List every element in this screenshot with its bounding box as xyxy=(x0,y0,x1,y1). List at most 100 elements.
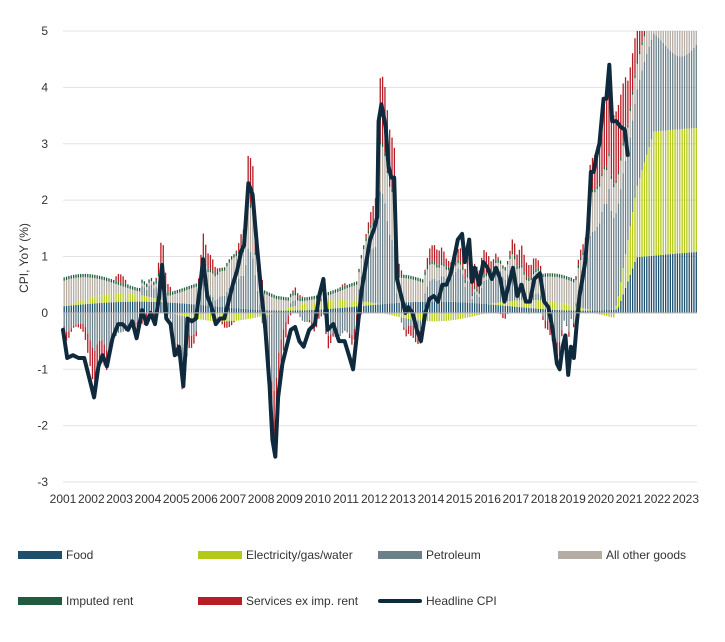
bar-segment xyxy=(155,283,157,288)
bar-segment xyxy=(438,267,440,280)
bar-segment xyxy=(532,300,535,309)
bar-segment xyxy=(80,277,82,301)
bar-segment xyxy=(247,248,249,310)
bar-segment xyxy=(393,246,396,304)
legend-label-headline: Headline CPI xyxy=(426,594,497,608)
bar-segment xyxy=(620,189,622,283)
bar-segment xyxy=(481,303,483,313)
bar-segment xyxy=(223,267,226,271)
bar-segment xyxy=(570,277,572,282)
bar-segment xyxy=(153,297,155,302)
bar-segment xyxy=(455,265,457,272)
legend-label-petroleum: Petroleum xyxy=(426,548,481,562)
bar-segment xyxy=(426,269,429,287)
bar-segment xyxy=(391,137,393,189)
y-tick-label: -1 xyxy=(37,362,48,376)
bar-segment xyxy=(431,263,433,280)
bar-segment xyxy=(681,31,683,57)
bar-segment xyxy=(209,268,212,273)
bar-segment xyxy=(464,302,466,313)
bar-segment xyxy=(271,297,273,311)
bar-segment xyxy=(249,312,252,319)
bar-segment xyxy=(327,308,329,313)
bar-segment xyxy=(620,300,622,313)
bar-segment xyxy=(504,301,506,306)
bar-segment xyxy=(120,293,122,302)
bar-segment xyxy=(483,280,485,304)
bar-segment xyxy=(516,265,518,270)
bar-segment xyxy=(105,312,108,351)
bar-segment xyxy=(459,312,462,319)
bar-segment xyxy=(153,285,155,289)
bar-segment xyxy=(502,265,504,269)
bar-segment xyxy=(615,213,617,306)
x-tick-label: 2002 xyxy=(78,492,105,506)
bar-segment xyxy=(190,288,193,305)
bar-segment xyxy=(131,294,134,302)
bar-segment xyxy=(162,245,164,266)
bar-segment xyxy=(72,312,75,326)
bar-segment xyxy=(606,312,608,317)
bar-segment xyxy=(268,310,271,313)
bar-segment xyxy=(631,212,634,269)
bar-segment xyxy=(84,299,87,305)
bar-segment xyxy=(230,307,233,313)
bar-segment xyxy=(233,257,235,283)
bar-segment xyxy=(669,50,671,131)
bar-segment xyxy=(551,276,554,302)
bar-segment xyxy=(344,283,346,286)
bar-segment xyxy=(308,300,311,303)
bar-segment xyxy=(603,166,605,170)
bar-segment xyxy=(490,261,492,272)
bar-segment xyxy=(497,259,499,263)
bar-segment xyxy=(631,91,634,95)
bar-segment xyxy=(65,305,68,313)
bar-segment xyxy=(297,300,299,305)
bar-segment xyxy=(341,312,344,334)
bar-segment xyxy=(653,255,655,313)
bar-segment xyxy=(195,318,197,332)
bar-segment xyxy=(122,283,124,287)
bar-segment xyxy=(301,300,304,305)
bar-segment xyxy=(150,297,153,302)
bar-segment xyxy=(573,310,575,313)
bar-segment xyxy=(400,302,403,313)
bar-segment xyxy=(150,284,153,298)
bar-segment xyxy=(169,286,171,293)
bar-segment xyxy=(447,266,450,271)
bar-segment xyxy=(417,301,419,313)
bar-segment xyxy=(113,279,115,284)
bar-segment xyxy=(695,44,697,129)
bar-segment xyxy=(627,281,629,313)
bar-segment xyxy=(679,129,681,254)
bar-segment xyxy=(172,302,174,313)
bar-segment xyxy=(94,296,96,304)
bar-segment xyxy=(634,78,636,104)
bar-segment xyxy=(103,276,105,281)
bar-segment xyxy=(634,197,636,262)
bar-segment xyxy=(466,277,469,281)
bar-segment xyxy=(353,282,355,286)
bar-segment xyxy=(363,245,365,246)
bar-segment xyxy=(157,276,160,281)
bar-segment xyxy=(412,279,414,303)
bar-segment xyxy=(648,256,650,313)
bar-segment xyxy=(613,309,615,313)
bar-segment xyxy=(363,249,365,269)
bar-segment xyxy=(594,192,596,231)
bar-segment xyxy=(483,303,485,313)
bar-segment xyxy=(275,312,278,378)
bar-segment xyxy=(252,312,254,319)
bar-segment xyxy=(148,279,150,283)
bar-segment xyxy=(252,166,254,212)
bar-segment xyxy=(695,128,697,253)
bar-segment xyxy=(657,131,660,256)
bar-segment xyxy=(169,302,171,313)
bar-segment xyxy=(70,303,72,306)
legend-item-other-goods: All other goods xyxy=(558,548,686,562)
bar-segment xyxy=(405,312,407,319)
bar-segment xyxy=(143,281,146,285)
bar-segment xyxy=(348,287,351,301)
bar-segment xyxy=(400,270,403,275)
bar-segment xyxy=(219,271,221,297)
